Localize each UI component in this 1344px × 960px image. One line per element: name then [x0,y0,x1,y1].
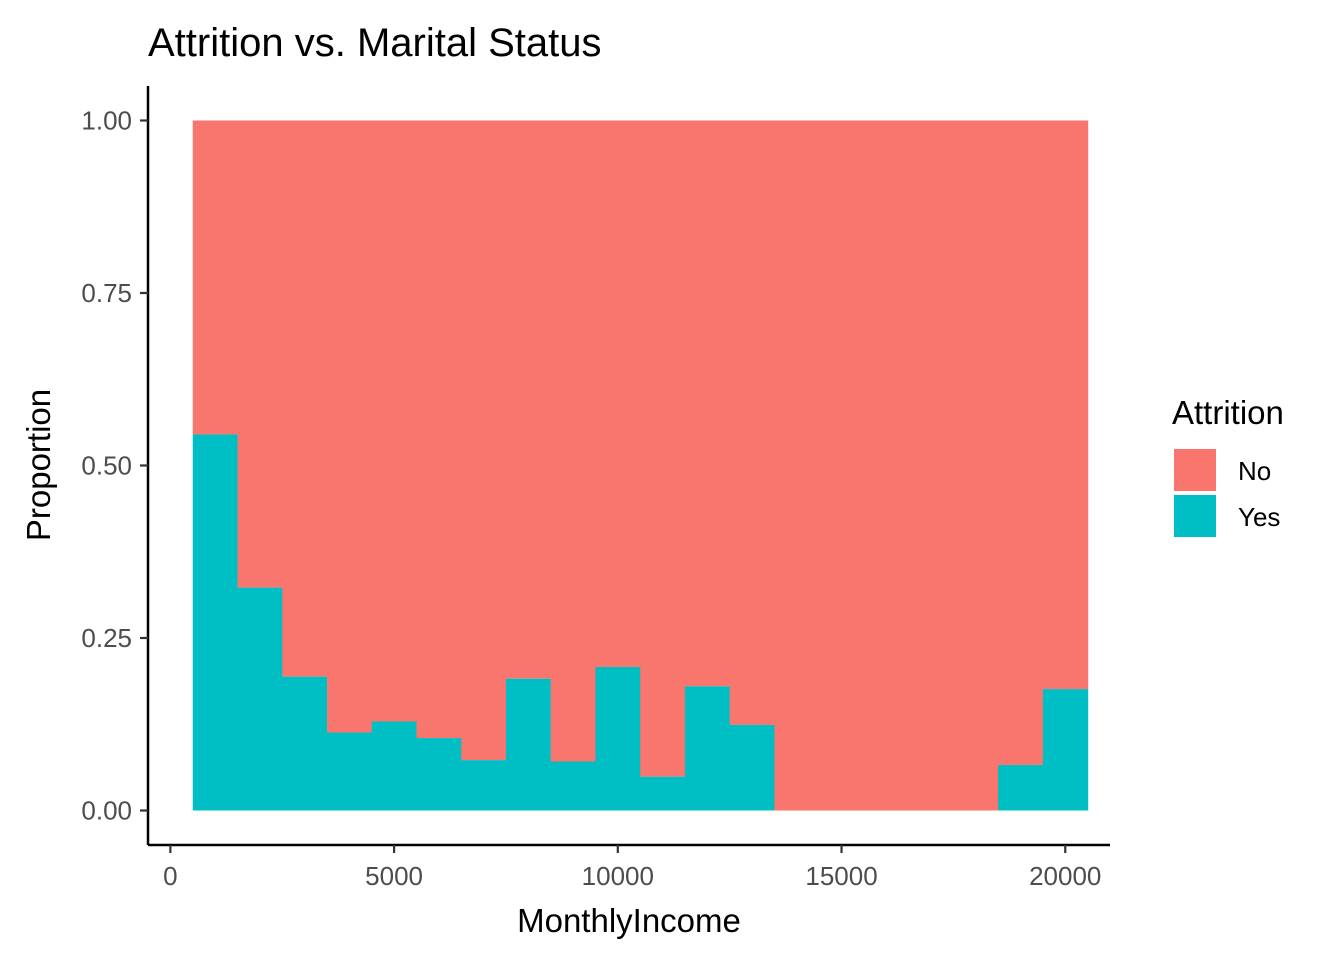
x-tick-label-1: 5000 [365,861,423,891]
bar-no-13 [774,120,820,811]
bar-no-1 [237,120,283,588]
bar-yes-18 [998,764,1044,811]
plot-area [192,120,1089,811]
bar-no-15 [863,120,910,811]
bar-no-19 [1042,120,1089,690]
y-tick-label-0: 0.00 [81,796,132,826]
bar-yes-2 [282,676,328,811]
legend-key-yes [1174,495,1216,537]
y-axis: 0.00 0.25 0.50 0.75 1.00 [81,86,150,845]
bar-no-2 [282,120,328,677]
bar-no-14 [819,120,865,811]
x-axis: 0 5000 10000 15000 20000 [148,843,1110,891]
bar-yes-19 [1042,689,1089,811]
legend-label-yes: Yes [1238,502,1280,532]
bar-no-9 [595,120,641,667]
y-tick-label-2: 0.50 [81,451,132,481]
y-tick-label-1: 0.25 [81,623,132,653]
bar-no-11 [684,120,731,687]
x-tick-label-0: 0 [163,861,177,891]
bar-yes-0 [192,434,239,811]
y-tick-label-3: 0.75 [81,278,132,308]
x-tick-label-2: 10000 [582,861,654,891]
bar-no-12 [729,120,776,725]
legend-label-no: No [1238,456,1271,486]
legend-key-no [1174,449,1216,491]
bar-no-4 [371,120,418,722]
bar-yes-9 [595,666,641,811]
bar-yes-10 [640,776,686,811]
bar-yes-6 [461,760,507,811]
bar-no-0 [192,120,239,435]
x-axis-title: MonthlyIncome [517,902,741,939]
legend: Attrition No Yes [1172,394,1284,537]
bar-no-7 [505,120,552,679]
bar-yes-8 [550,761,597,811]
bar-yes-3 [326,732,373,811]
bar-no-17 [953,120,999,811]
bar-no-5 [416,120,462,739]
y-tick-label-4: 1.00 [81,106,132,136]
bar-no-18 [998,120,1044,765]
bar-yes-12 [729,724,776,811]
bar-no-16 [908,120,954,811]
bar-yes-5 [416,738,462,811]
chart-title: Attrition vs. Marital Status [148,21,601,65]
bar-yes-4 [371,721,418,811]
x-tick-label-3: 15000 [805,861,877,891]
bar-no-10 [640,120,686,777]
x-tick-label-4: 20000 [1029,861,1101,891]
bar-yes-11 [684,686,731,811]
bar-no-8 [550,120,597,762]
legend-title: Attrition [1172,394,1284,431]
bar-yes-7 [505,678,552,811]
y-axis-title: Proportion [20,389,57,541]
bar-no-3 [326,120,373,733]
bar-no-6 [461,120,507,761]
bar-yes-1 [237,587,283,811]
